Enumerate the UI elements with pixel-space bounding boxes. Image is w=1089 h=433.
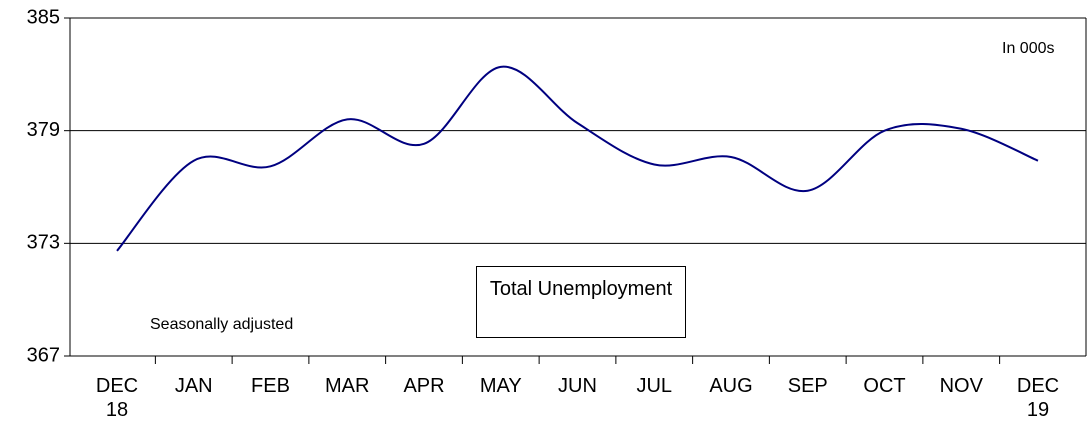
x-tick-label: NOV	[939, 375, 983, 397]
x-tick-label: DEC 18	[95, 375, 139, 421]
x-tick-label: JUN	[558, 375, 597, 397]
y-tick-label: 385	[27, 6, 60, 28]
x-tick-label: AUG	[709, 375, 753, 397]
x-tick-label: DEC 19	[1016, 375, 1060, 421]
y-tick-label: 379	[27, 119, 60, 141]
x-tick-label: OCT	[863, 375, 906, 397]
x-tick-label: APR	[403, 375, 445, 397]
x-tick-label: JUL	[636, 375, 673, 397]
unit-note: In 000s	[1002, 40, 1055, 57]
line-series	[116, 65, 1039, 252]
x-tick-label: FEB	[251, 375, 290, 397]
x-tick-label: MAY	[479, 375, 522, 397]
x-tick-label: MAR	[325, 375, 370, 397]
chart-title: Total Unemployment	[476, 266, 686, 338]
x-tick-label: SEP	[787, 375, 828, 397]
y-tick-label: 367	[27, 344, 60, 366]
y-tick-label: 373	[27, 232, 60, 254]
x-tick-label: JAN	[174, 375, 213, 397]
adjust-note: Seasonally adjusted	[150, 316, 294, 333]
